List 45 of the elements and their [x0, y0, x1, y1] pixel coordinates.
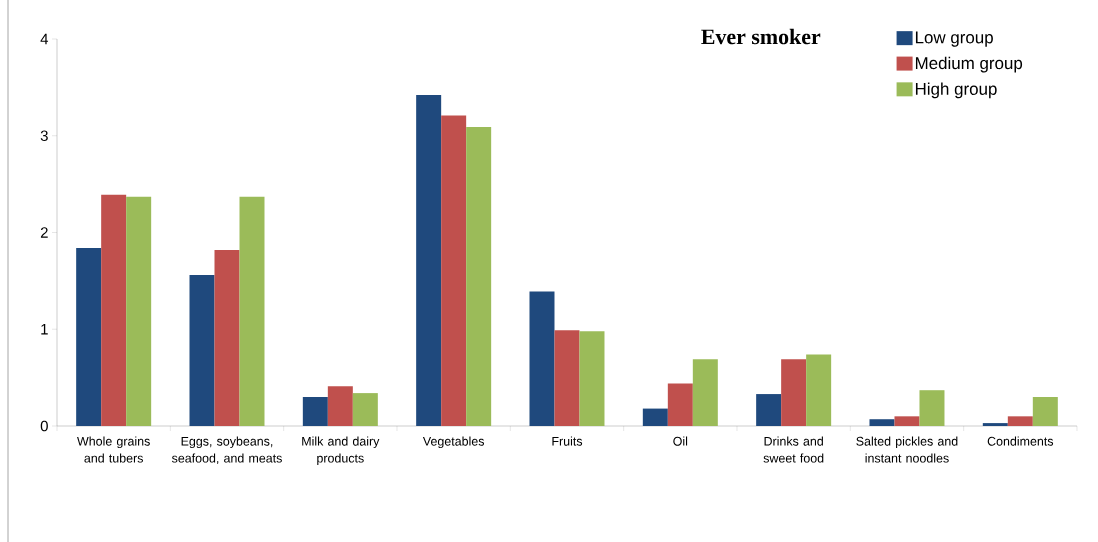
x-tick-label: Oil — [673, 436, 688, 446]
x-tick-label: Whole grains and tubers — [77, 436, 150, 463]
bar — [101, 194, 127, 426]
x-tick-label: Drinks and sweet food — [763, 436, 824, 463]
y-tick-label: 4 — [40, 33, 49, 45]
legend-label: High group — [915, 82, 997, 99]
bar — [466, 127, 492, 426]
bar — [302, 396, 328, 426]
bar — [126, 196, 152, 426]
bar — [76, 247, 102, 426]
chart-title: Ever smoker — [701, 28, 821, 45]
x-tick-label: Condiments — [987, 436, 1054, 446]
y-tick-label: 2 — [40, 227, 48, 238]
bar — [579, 331, 605, 426]
x-tick-label: Fruits — [552, 436, 583, 446]
bar — [894, 416, 920, 426]
legend-label: Medium group — [915, 56, 1023, 73]
bar — [352, 393, 378, 426]
bar — [416, 95, 442, 426]
bar — [529, 291, 555, 426]
y-tick-label: 3 — [40, 130, 48, 142]
bar — [919, 390, 945, 426]
x-tick-label: Milk and dairy products — [302, 436, 380, 466]
x-tick-label: Vegetables — [422, 436, 485, 449]
bar — [781, 359, 807, 426]
bar — [806, 354, 832, 426]
bar — [982, 423, 1008, 426]
bar — [239, 196, 265, 426]
y-tick-label: 1 — [41, 324, 48, 335]
bar — [642, 408, 668, 426]
y-tick-label: 0 — [40, 420, 48, 432]
bar — [869, 419, 895, 426]
bar — [441, 115, 467, 426]
bar — [554, 330, 580, 426]
bar — [327, 386, 353, 426]
bar — [1032, 396, 1058, 426]
bar — [756, 394, 782, 426]
x-tick-label: Eggs, soybeans, seafood, and meats — [171, 436, 282, 465]
x-tick-label: Salted pickles and instant noodles — [856, 436, 958, 463]
legend-label: Low group — [915, 31, 993, 47]
bar — [692, 359, 718, 426]
bar — [189, 275, 215, 426]
bar — [667, 383, 693, 426]
bar — [1007, 416, 1033, 426]
bar — [214, 249, 240, 426]
